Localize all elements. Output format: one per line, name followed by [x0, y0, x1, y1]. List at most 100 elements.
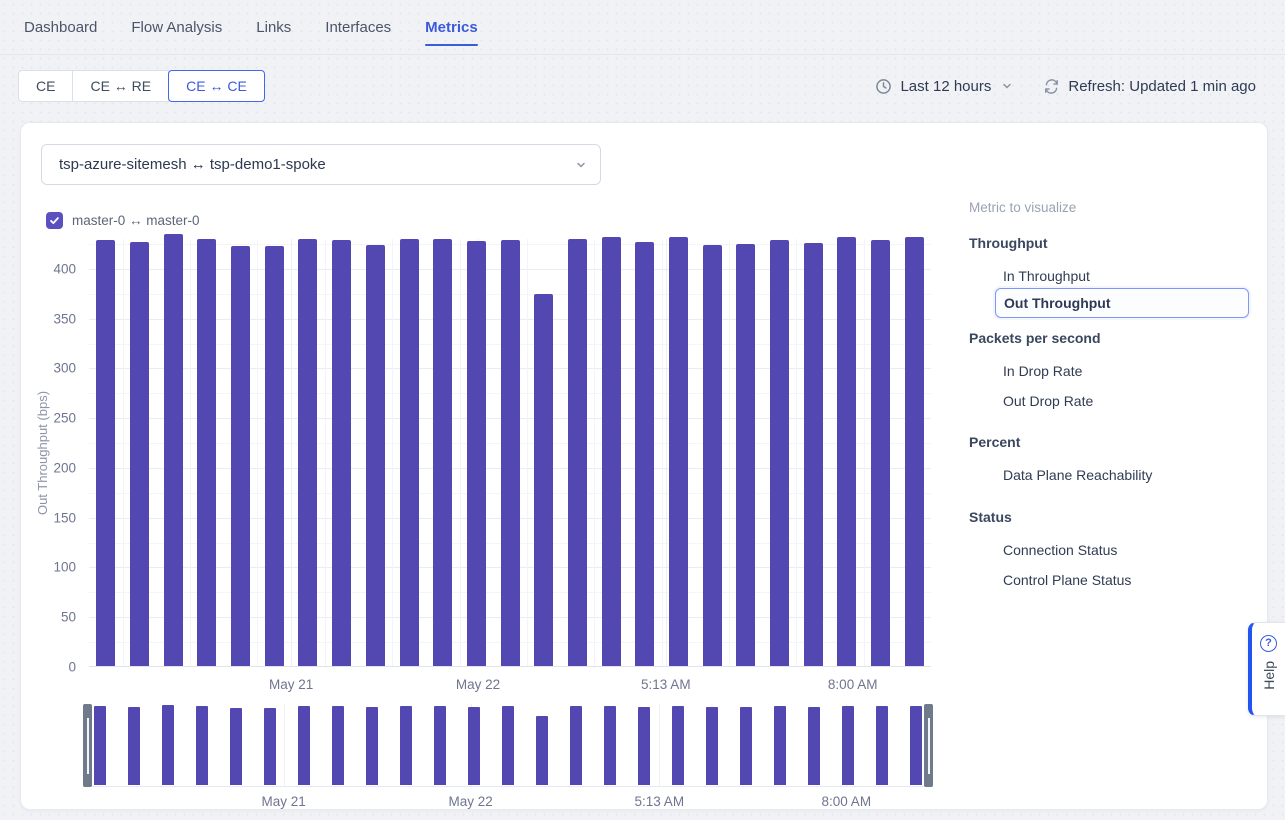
link-pair-select[interactable]: tsp-azure-sitemesh ↔ tsp-demo1-spoke — [41, 144, 601, 185]
bar[interactable] — [130, 242, 149, 666]
x-tick-label: May 22 — [456, 677, 500, 692]
bar[interactable] — [669, 237, 688, 666]
bar[interactable] — [736, 244, 755, 666]
refresh-control[interactable]: Refresh: Updated 1 min ago — [1043, 78, 1256, 95]
metric-group-status: Status Connection Status Control Plane Sta… — [969, 509, 1250, 588]
metric-group-label: Status — [969, 509, 1250, 525]
nav-tab-dashboard[interactable]: Dashboard — [24, 0, 97, 54]
metric-group-label: Throughput — [969, 235, 1250, 251]
bar[interactable] — [467, 241, 486, 666]
metric-option-out-throughput[interactable]: Out Throughput — [995, 288, 1249, 318]
nav-tab-metrics[interactable]: Metrics — [425, 0, 478, 54]
metric-group-label: Percent — [969, 434, 1250, 450]
y-tick-label: 300 — [53, 361, 76, 376]
metric-option-data-plane-reachability[interactable]: Data Plane Reachability — [1003, 467, 1250, 483]
minor-vline — [662, 239, 663, 666]
series-checkbox[interactable] — [46, 212, 63, 229]
bar[interactable] — [265, 246, 284, 666]
navigator-bar — [366, 707, 378, 785]
time-range-selector[interactable]: Last 12 hours — [875, 78, 1013, 95]
bar[interactable] — [400, 239, 419, 666]
x-tick-label: 8:00 AM — [828, 677, 878, 692]
metric-option-control-plane-status[interactable]: Control Plane Status — [1003, 572, 1250, 588]
help-tab[interactable]: ? Help — [1248, 622, 1285, 716]
navigator-tick-label: May 22 — [448, 794, 492, 809]
bar[interactable] — [770, 240, 789, 666]
bar[interactable] — [804, 243, 823, 666]
minor-vline — [190, 239, 191, 666]
bar[interactable] — [568, 239, 587, 666]
navigator-bar — [774, 706, 786, 785]
bar[interactable] — [602, 237, 621, 666]
minor-vline — [527, 239, 528, 666]
y-tick-label: 250 — [53, 411, 76, 426]
metric-option-out-drop-rate[interactable]: Out Drop Rate — [1003, 393, 1250, 409]
navigator-bar — [672, 706, 684, 785]
navigator-bar — [264, 708, 276, 786]
navigator-bar — [434, 706, 446, 785]
navigator-bar — [162, 705, 174, 785]
minor-vline — [325, 239, 326, 666]
x-tick-label: 5:13 AM — [641, 677, 691, 692]
navigator-bar — [230, 708, 242, 786]
time-range-label: Last 12 hours — [900, 78, 991, 95]
bar[interactable] — [703, 245, 722, 666]
nav-tab-interfaces[interactable]: Interfaces — [325, 0, 391, 54]
navigator-bar — [638, 707, 650, 785]
navigator-tick-label: 5:13 AM — [635, 794, 685, 809]
clock-icon — [875, 78, 892, 95]
bar[interactable] — [905, 237, 924, 666]
navigator-bar — [94, 706, 106, 785]
minor-vline — [796, 239, 797, 666]
bar[interactable] — [871, 240, 890, 666]
bar[interactable] — [433, 239, 452, 666]
segment-ce[interactable]: CE — [18, 70, 73, 102]
right-controls: Last 12 hours Refresh: Updated 1 min ago — [875, 78, 1256, 95]
navigator-right-handle[interactable] — [924, 704, 933, 787]
navigator-bar — [808, 707, 820, 785]
throughput-bar-chart: Out Throughput (bps) May 21May 225:13 AM… — [89, 239, 931, 667]
minor-vline — [729, 239, 730, 666]
navigator-bar — [298, 706, 310, 785]
minor-vline — [392, 239, 393, 666]
nav-tab-flow-analysis[interactable]: Flow Analysis — [131, 0, 222, 54]
segment-ce-re[interactable]: CE ↔ RE — [72, 70, 169, 102]
metric-option-in-throughput[interactable]: In Throughput — [1003, 268, 1250, 284]
metric-group-packets-per-second: Packets per secondIn Drop RateOut Drop R… — [969, 330, 1250, 409]
chart-navigator[interactable]: May 21May 225:13 AM8:00 AM — [83, 704, 933, 787]
refresh-icon — [1043, 78, 1060, 95]
bar[interactable] — [298, 239, 317, 666]
y-axis-title: Out Throughput (bps) — [35, 390, 50, 514]
y-tick-label: 50 — [61, 610, 76, 625]
y-tick-label: 350 — [53, 311, 76, 326]
metrics-page: Dashboard Flow Analysis Links Interfaces Met… — [0, 0, 1285, 820]
y-tick-label: 0 — [68, 660, 76, 675]
bar[interactable] — [332, 240, 351, 666]
navigator-left-handle[interactable] — [83, 704, 92, 787]
bar[interactable] — [164, 234, 183, 666]
nav-tab-links[interactable]: Links — [256, 0, 291, 54]
tick-vline — [666, 239, 667, 666]
navigator-bar — [910, 706, 922, 785]
top-nav: Dashboard Flow Analysis Links Interfaces Met… — [0, 0, 1285, 55]
tick-vline — [659, 704, 660, 786]
bar[interactable] — [366, 245, 385, 666]
bar[interactable] — [501, 240, 520, 666]
bar[interactable] — [197, 239, 216, 666]
bar[interactable] — [231, 246, 250, 666]
navigator-bar — [740, 707, 752, 785]
tick-vline — [291, 239, 292, 666]
bar[interactable] — [837, 237, 856, 666]
bar[interactable] — [96, 240, 115, 666]
segment-ce-ce[interactable]: CE ↔ CE — [168, 70, 265, 102]
bar[interactable] — [635, 242, 654, 666]
navigator-bar — [570, 706, 582, 785]
x-tick-label: May 21 — [269, 677, 313, 692]
navigator-bar — [876, 706, 888, 785]
minor-vline — [460, 239, 461, 666]
metric-group-throughput: Throughput In Throughput Out Throughput — [969, 235, 1250, 318]
metric-sidebar-title: Metric to visualize — [969, 200, 1250, 215]
metric-option-connection-status[interactable]: Connection Status — [1003, 542, 1250, 558]
metric-option-in-drop-rate[interactable]: In Drop Rate — [1003, 363, 1250, 379]
bar[interactable] — [534, 294, 553, 666]
